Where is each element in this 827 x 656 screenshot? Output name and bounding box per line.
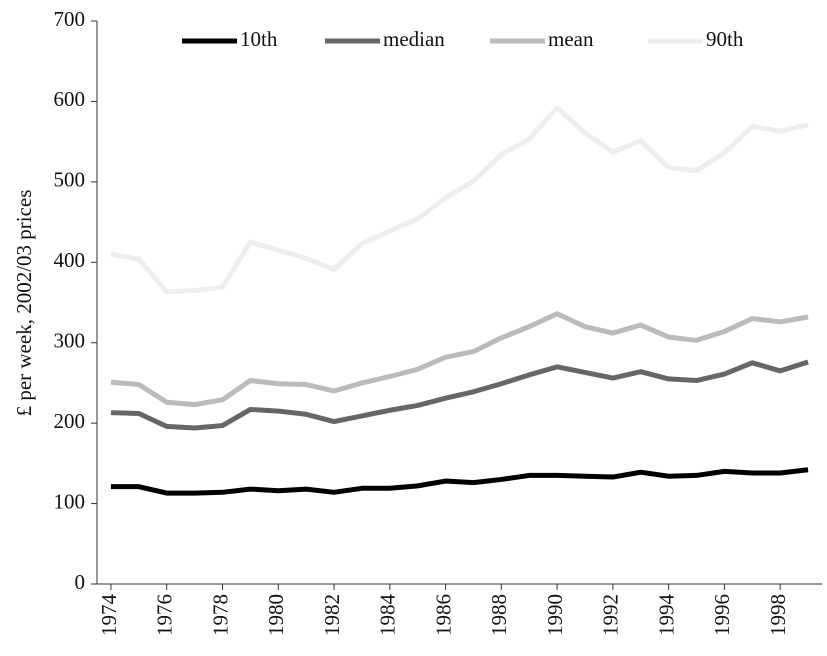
x-tick-label: 1990 xyxy=(543,594,567,636)
line-series xyxy=(110,359,809,431)
x-tick-label: 1974 xyxy=(97,594,121,637)
legend-label: 90th xyxy=(706,27,744,51)
x-tick-label: 1998 xyxy=(766,594,790,636)
legend-label: median xyxy=(383,27,445,51)
legend-label: 10th xyxy=(240,27,278,51)
x-tick-label: 1978 xyxy=(208,594,232,636)
y-tick-label: 200 xyxy=(54,409,86,433)
y-axis-label: £ per week, 2002/03 prices xyxy=(12,190,36,417)
y-tick-label: 100 xyxy=(54,489,86,513)
x-tick-label: 1994 xyxy=(654,594,678,637)
y-tick-label: 400 xyxy=(54,248,86,272)
line-series xyxy=(110,311,809,408)
y-tick-label: 0 xyxy=(75,570,86,594)
x-tick-label: 1992 xyxy=(599,594,623,636)
x-tick-label: 1986 xyxy=(431,594,455,636)
x-tick-label: 1980 xyxy=(264,594,288,636)
x-tick-label: 1984 xyxy=(376,594,400,637)
line-series xyxy=(110,467,809,496)
x-tick-label: 1988 xyxy=(487,594,511,636)
x-tick-label: 1996 xyxy=(710,594,734,636)
x-tick-label: 1976 xyxy=(153,594,177,636)
y-tick-label: 600 xyxy=(54,87,86,111)
y-tick-label: 500 xyxy=(54,168,86,192)
x-tick-label: 1982 xyxy=(320,594,344,636)
legend-label: mean xyxy=(548,27,594,51)
y-tick-label: 300 xyxy=(54,329,86,353)
line-series xyxy=(110,105,809,295)
y-tick-label: 700 xyxy=(54,7,86,31)
